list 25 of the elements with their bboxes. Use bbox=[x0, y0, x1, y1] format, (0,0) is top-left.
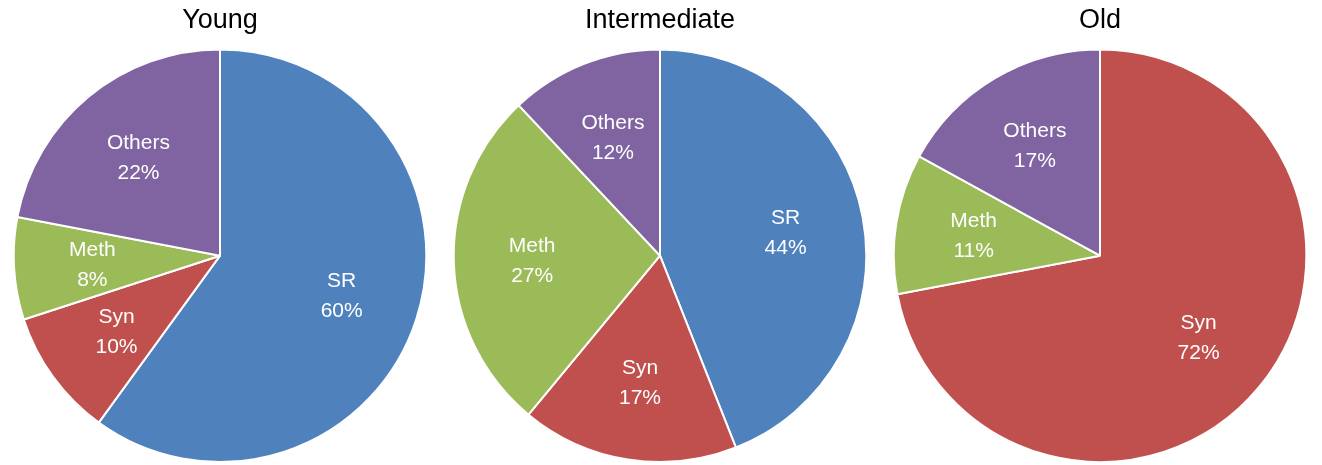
data-label: 44% bbox=[764, 234, 807, 258]
slice-label: SR bbox=[771, 204, 801, 228]
slice-label: Syn bbox=[98, 303, 135, 327]
slice-label: Meth bbox=[508, 232, 556, 256]
data-label: 22% bbox=[117, 159, 160, 183]
data-label: 72% bbox=[1177, 340, 1220, 364]
data-label: 12% bbox=[591, 139, 634, 163]
slice-label: Syn bbox=[1180, 310, 1217, 334]
data-label: 11% bbox=[953, 238, 994, 262]
data-label: 27% bbox=[511, 262, 554, 286]
slice-label: Meth bbox=[69, 236, 116, 260]
data-label: 17% bbox=[618, 384, 662, 408]
chart-title: Young bbox=[182, 3, 258, 34]
data-label: 8% bbox=[77, 266, 108, 290]
slice-label: Syn bbox=[621, 354, 659, 378]
slice-label: Others bbox=[106, 129, 170, 153]
data-label: 60% bbox=[320, 298, 363, 322]
slice-label: Meth bbox=[950, 208, 998, 232]
chart-title: Intermediate bbox=[584, 3, 736, 34]
chart-title: Old bbox=[1078, 3, 1122, 34]
data-label: 10% bbox=[95, 333, 138, 357]
slice-label: Others bbox=[581, 109, 645, 133]
slice-label: Others bbox=[1003, 118, 1067, 142]
data-label: 17% bbox=[1013, 148, 1056, 172]
slice-label: SR bbox=[327, 268, 357, 292]
